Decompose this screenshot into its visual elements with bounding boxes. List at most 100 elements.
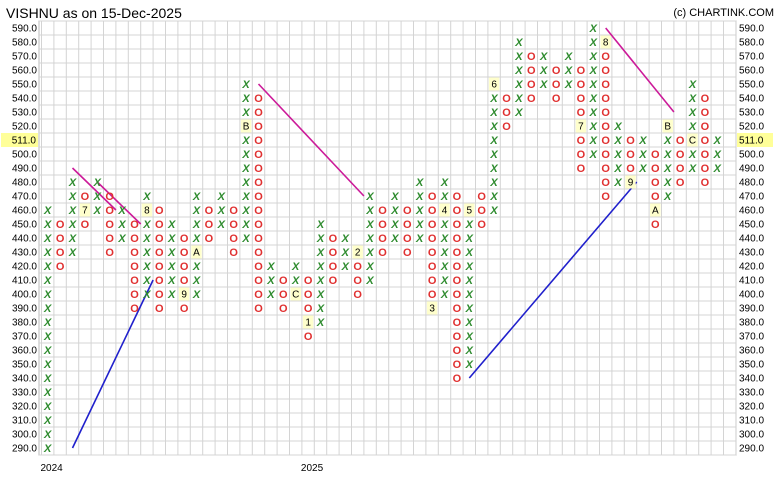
x-mark: X xyxy=(192,275,201,287)
o-mark: O xyxy=(477,205,486,217)
x-mark: X xyxy=(68,191,77,203)
y-tick-label-right: 300.0 xyxy=(739,430,764,441)
o-mark: O xyxy=(651,163,660,175)
o-mark: O xyxy=(403,233,412,245)
o-mark: O xyxy=(229,219,238,231)
o-mark: O xyxy=(453,275,462,287)
month-marker-box xyxy=(426,301,438,315)
x-mark: X xyxy=(390,233,399,245)
o-mark: O xyxy=(453,303,462,315)
x-mark: X xyxy=(440,261,449,273)
x-mark: X xyxy=(43,415,52,427)
o-mark: O xyxy=(428,233,437,245)
x-mark: X xyxy=(465,359,474,371)
y-tick-label-left: 440.0 xyxy=(12,234,37,245)
y-tick-label-left: 340.0 xyxy=(12,374,37,385)
x-mark: X xyxy=(613,135,622,147)
x-mark: X xyxy=(440,177,449,189)
x-mark: X xyxy=(688,107,697,119)
x-mark: X xyxy=(514,79,523,91)
month-marker-box xyxy=(439,203,450,217)
o-mark: O xyxy=(701,107,710,119)
o-mark: O xyxy=(105,247,114,259)
x-mark: X xyxy=(142,275,151,287)
o-mark: O xyxy=(453,331,462,343)
x-mark: X xyxy=(241,177,250,189)
x-mark: X xyxy=(365,261,374,273)
o-mark: O xyxy=(601,163,610,175)
month-marker: 8 xyxy=(144,206,150,217)
month-marker: 7 xyxy=(578,122,584,133)
o-mark: O xyxy=(329,275,338,287)
y-tick-label-right: 340.0 xyxy=(739,374,764,385)
x-mark: X xyxy=(589,65,598,77)
x-mark: X xyxy=(465,275,474,287)
o-mark: O xyxy=(477,191,486,203)
o-mark: O xyxy=(229,247,238,259)
y-tick-label-left: 350.0 xyxy=(12,360,37,371)
y-tick-label-left: 360.0 xyxy=(12,346,37,357)
x-mark: X xyxy=(688,79,697,91)
y-tick-label-left: 430.0 xyxy=(12,248,37,259)
x-mark: X xyxy=(514,51,523,63)
o-mark: O xyxy=(254,219,263,231)
y-tick-label-right: 390.0 xyxy=(739,304,764,315)
o-mark: O xyxy=(130,247,139,259)
month-marker-box xyxy=(191,245,202,259)
y-tick-label-right: 460.0 xyxy=(739,206,764,217)
x-mark: X xyxy=(713,163,722,175)
x-mark: X xyxy=(43,205,52,217)
x-axis-label: 2025 xyxy=(301,463,324,474)
x-mark: X xyxy=(489,135,498,147)
o-mark: O xyxy=(527,65,536,77)
o-mark: O xyxy=(601,149,610,161)
x-mark: X xyxy=(589,135,598,147)
y-tick-label-right: 290.0 xyxy=(739,444,764,455)
o-mark: O xyxy=(651,191,660,203)
o-mark: O xyxy=(453,191,462,203)
x-mark: X xyxy=(167,275,176,287)
x-mark: X xyxy=(489,107,498,119)
x-mark: X xyxy=(415,191,424,203)
y-tick-label-right: 450.0 xyxy=(739,220,764,231)
x-mark: X xyxy=(241,149,250,161)
y-tick-label-right: 360.0 xyxy=(739,346,764,357)
o-mark: O xyxy=(378,205,387,217)
o-mark: O xyxy=(428,289,437,301)
month-marker-box xyxy=(662,119,673,133)
x-mark: X xyxy=(489,149,498,161)
o-mark: O xyxy=(403,205,412,217)
o-mark: O xyxy=(105,205,114,217)
month-marker-box xyxy=(302,315,314,329)
month-marker: 8 xyxy=(603,38,609,49)
y-tick-label-right: 480.0 xyxy=(739,178,764,189)
o-mark: O xyxy=(180,275,189,287)
month-marker: B xyxy=(664,122,671,133)
x-mark: X xyxy=(43,429,52,441)
trendline xyxy=(71,167,117,211)
x-mark: X xyxy=(589,93,598,105)
y-tick-label-left: 410.0 xyxy=(12,276,37,287)
x-mark: X xyxy=(341,261,350,273)
x-mark: X xyxy=(489,163,498,175)
y-tick-label-right: 550.0 xyxy=(739,80,764,91)
trendline-layer xyxy=(71,27,675,449)
o-mark: O xyxy=(254,247,263,259)
x-mark: X xyxy=(440,247,449,259)
o-mark: O xyxy=(453,345,462,357)
o-mark: O xyxy=(601,121,610,133)
x-mark: X xyxy=(415,205,424,217)
y-tick-label-left: 300.0 xyxy=(12,430,37,441)
x-mark: X xyxy=(589,23,598,35)
y-tick-label-left: 450.0 xyxy=(12,220,37,231)
o-mark: O xyxy=(130,289,139,301)
x-mark: X xyxy=(638,135,647,147)
o-mark: O xyxy=(254,107,263,119)
x-mark: X xyxy=(390,191,399,203)
y-tick-label-right: 500.0 xyxy=(739,150,764,161)
o-mark: O xyxy=(130,303,139,315)
y-tick-label-right: 350.0 xyxy=(739,360,764,371)
month-marker-box xyxy=(240,119,252,133)
o-mark: O xyxy=(105,219,114,231)
trendline xyxy=(468,181,638,379)
